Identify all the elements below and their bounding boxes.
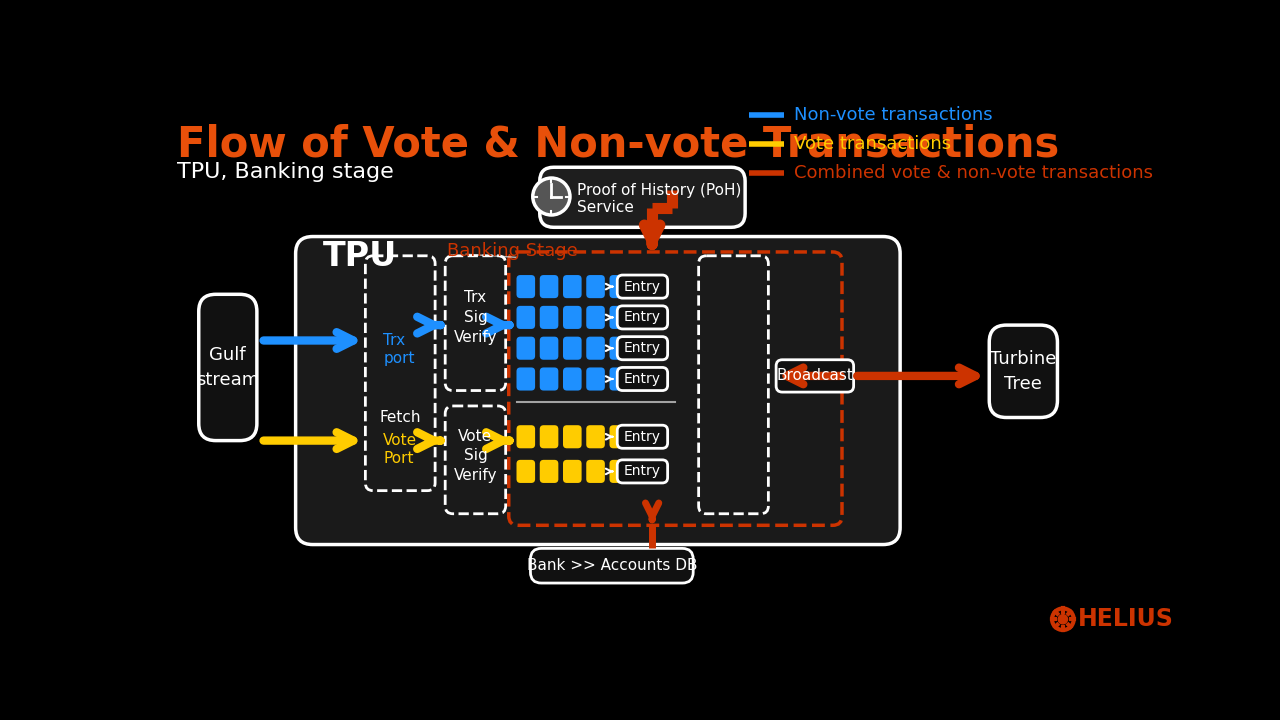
FancyBboxPatch shape <box>530 549 694 583</box>
Text: Non-vote transactions: Non-vote transactions <box>794 106 992 124</box>
Text: Entry: Entry <box>623 341 660 355</box>
Text: Combined vote & non-vote transactions: Combined vote & non-vote transactions <box>794 164 1153 182</box>
FancyBboxPatch shape <box>296 237 900 544</box>
FancyBboxPatch shape <box>517 275 535 298</box>
Text: Turbine
Tree: Turbine Tree <box>991 350 1056 393</box>
FancyBboxPatch shape <box>609 426 628 449</box>
Text: Bank >> Accounts DB: Bank >> Accounts DB <box>526 558 698 573</box>
FancyBboxPatch shape <box>586 337 605 360</box>
FancyBboxPatch shape <box>586 306 605 329</box>
FancyBboxPatch shape <box>776 360 854 392</box>
Text: Entry: Entry <box>623 310 660 325</box>
FancyBboxPatch shape <box>609 306 628 329</box>
FancyBboxPatch shape <box>540 367 558 390</box>
Text: Gulf
stream: Gulf stream <box>196 346 259 389</box>
FancyBboxPatch shape <box>540 306 558 329</box>
FancyBboxPatch shape <box>540 426 558 449</box>
FancyBboxPatch shape <box>540 460 558 483</box>
Text: Entry: Entry <box>623 464 660 478</box>
FancyBboxPatch shape <box>517 306 535 329</box>
Text: Entry: Entry <box>623 430 660 444</box>
Circle shape <box>1059 615 1068 624</box>
FancyBboxPatch shape <box>586 275 605 298</box>
FancyBboxPatch shape <box>617 337 668 360</box>
FancyBboxPatch shape <box>609 460 628 483</box>
FancyBboxPatch shape <box>617 426 668 449</box>
Text: Proof of History (PoH): Proof of History (PoH) <box>577 183 741 198</box>
Text: Entry: Entry <box>623 372 660 386</box>
FancyBboxPatch shape <box>617 275 668 298</box>
Text: Trx
port: Trx port <box>383 333 415 366</box>
FancyBboxPatch shape <box>609 367 628 390</box>
FancyBboxPatch shape <box>617 306 668 329</box>
Text: Fetch: Fetch <box>379 410 421 425</box>
Text: Vote
Sig
Verify: Vote Sig Verify <box>453 428 497 483</box>
Text: Flow of Vote & Non-vote Transactions: Flow of Vote & Non-vote Transactions <box>177 123 1060 166</box>
FancyBboxPatch shape <box>609 337 628 360</box>
Circle shape <box>532 178 570 215</box>
FancyBboxPatch shape <box>617 460 668 483</box>
FancyBboxPatch shape <box>563 367 581 390</box>
FancyBboxPatch shape <box>198 294 257 441</box>
FancyBboxPatch shape <box>540 337 558 360</box>
Text: Entry: Entry <box>623 279 660 294</box>
Text: HELIUS: HELIUS <box>1078 607 1174 631</box>
Text: Banking Stage: Banking Stage <box>447 242 577 260</box>
FancyBboxPatch shape <box>586 426 605 449</box>
Text: TPU, Banking stage: TPU, Banking stage <box>177 162 394 182</box>
FancyBboxPatch shape <box>517 426 535 449</box>
FancyBboxPatch shape <box>517 367 535 390</box>
FancyBboxPatch shape <box>540 275 558 298</box>
FancyBboxPatch shape <box>517 460 535 483</box>
Text: Broadcast: Broadcast <box>777 369 854 384</box>
FancyBboxPatch shape <box>609 275 628 298</box>
Text: Trx
Sig
Verify: Trx Sig Verify <box>453 290 497 345</box>
FancyBboxPatch shape <box>563 275 581 298</box>
FancyBboxPatch shape <box>563 460 581 483</box>
FancyBboxPatch shape <box>563 337 581 360</box>
Text: Vote transactions: Vote transactions <box>794 135 951 153</box>
FancyBboxPatch shape <box>563 426 581 449</box>
FancyBboxPatch shape <box>617 367 668 390</box>
FancyBboxPatch shape <box>989 325 1057 418</box>
FancyBboxPatch shape <box>563 306 581 329</box>
Text: Vote
Port: Vote Port <box>383 433 417 467</box>
FancyBboxPatch shape <box>517 337 535 360</box>
Text: TPU: TPU <box>323 240 397 274</box>
FancyBboxPatch shape <box>586 460 605 483</box>
Text: Service: Service <box>577 199 634 215</box>
FancyBboxPatch shape <box>586 367 605 390</box>
FancyBboxPatch shape <box>540 167 745 228</box>
